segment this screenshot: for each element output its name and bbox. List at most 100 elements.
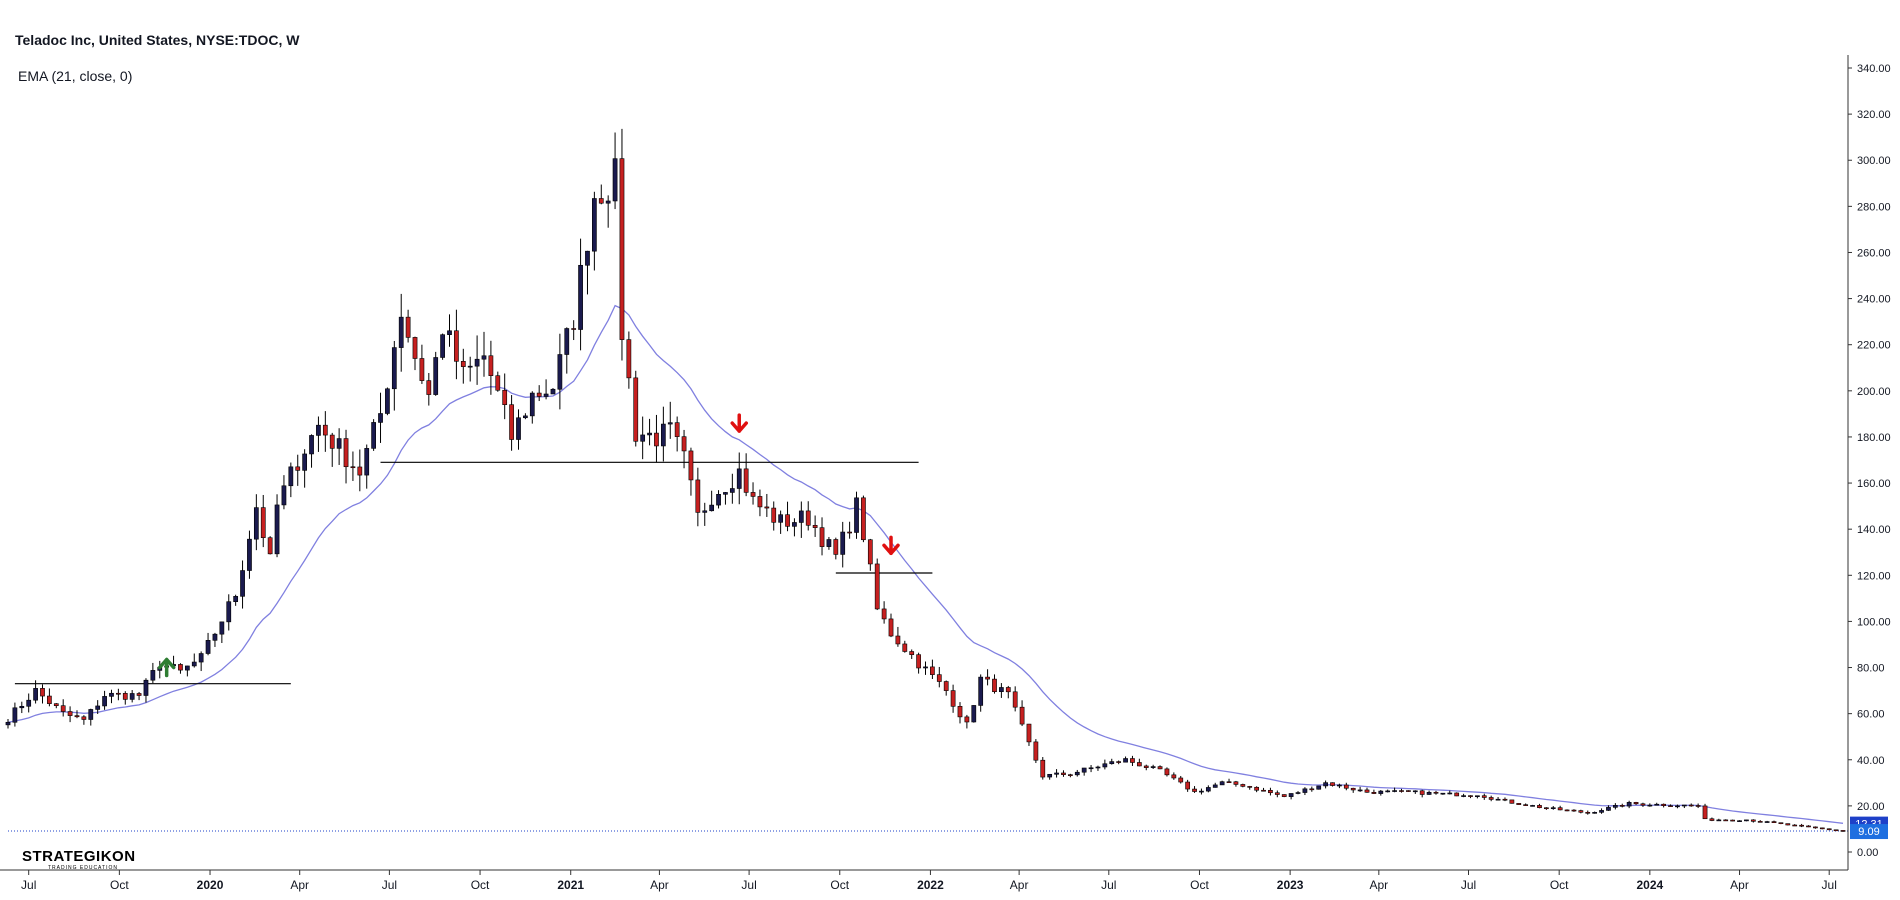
candle [102,690,107,710]
candle-body [1247,786,1253,788]
x-tick-label: Apr [1010,878,1029,892]
candle-body [1268,789,1273,794]
candle [1130,755,1135,766]
candle [805,501,811,531]
x-tick-label: 2021 [557,878,584,892]
candle-body [1399,790,1404,792]
candle-body [1199,790,1204,793]
candle-body [247,538,252,571]
candle-body [26,699,32,707]
candle [33,680,38,704]
candle-body [1219,781,1225,786]
candle [1750,819,1756,823]
candle-body [1054,772,1059,775]
candle-body [619,158,625,340]
candle-body [1757,821,1763,823]
candle-body [792,522,797,527]
candle-body [357,466,363,476]
y-tick-label: 220.00 [1857,340,1891,352]
candle [1392,787,1397,793]
ema-line-layer [7,304,1844,824]
candle-body [1481,795,1487,798]
candle [895,626,901,647]
candle-body [1212,784,1218,788]
y-tick-label: 300.00 [1857,155,1891,167]
candle-body [709,504,715,512]
candle-body [923,666,928,669]
candle [343,429,349,484]
candle [550,388,556,395]
candle-body [1350,787,1356,791]
candle-body [1033,741,1039,761]
candle [785,501,790,532]
candle-body [184,665,190,671]
candle [1730,819,1735,822]
candle [1212,782,1218,788]
candle-body [1240,784,1246,787]
candle [1640,802,1646,807]
candle [1764,820,1770,823]
candle-body [191,661,197,667]
candle [364,444,370,489]
candle-body [1764,821,1770,823]
candle [592,191,597,271]
candle [1019,700,1025,727]
candle [681,429,687,469]
candle [1481,793,1487,800]
horizontal-levels-layer [8,461,1848,832]
candle-body [267,537,273,555]
x-tick-label: 2024 [1636,878,1663,892]
candle [1578,809,1584,814]
candle [1488,795,1494,802]
y-tick-label: 260.00 [1857,247,1891,259]
candle-body [1771,821,1777,823]
candle [1150,764,1156,769]
candle [543,379,549,400]
candle-body [516,417,521,440]
candle [1709,817,1715,822]
candle [371,419,376,451]
candle-body [1302,788,1308,793]
candle-body [1081,767,1087,773]
candle-body [1233,781,1239,785]
candle-body [1509,799,1515,804]
candle-body [60,705,66,712]
candle-body [564,328,570,355]
candle [1406,790,1411,792]
candle-body [205,640,211,654]
candle-body [1309,788,1315,791]
candle-body [460,361,466,367]
candle-body [95,705,101,710]
candle [1171,772,1177,780]
candle [136,691,142,701]
indicator-legend[interactable]: EMA (21, close, 0) [18,68,133,84]
candle-body [964,716,970,723]
candle [1626,800,1632,809]
candle [1309,786,1315,792]
candle [178,663,183,674]
candle [1061,770,1066,777]
candle-body [1688,804,1694,807]
candle [1240,783,1246,788]
candle-body [736,468,742,489]
candle [447,314,452,347]
candle [840,521,846,568]
candle-body [1164,768,1170,776]
candle-body [654,432,659,447]
candle-body [1040,759,1046,778]
candle [474,335,480,385]
candle [536,385,542,402]
candle-body [1640,803,1646,806]
candle-body [895,635,901,645]
candle-body [40,688,45,697]
candle [1095,765,1101,771]
candle-body [1150,766,1156,768]
candle [1543,807,1549,810]
candle [633,370,639,447]
candle-body [1557,807,1563,811]
candle [1419,789,1425,798]
candle [1205,785,1211,793]
candle [640,416,646,460]
candle [833,537,839,560]
